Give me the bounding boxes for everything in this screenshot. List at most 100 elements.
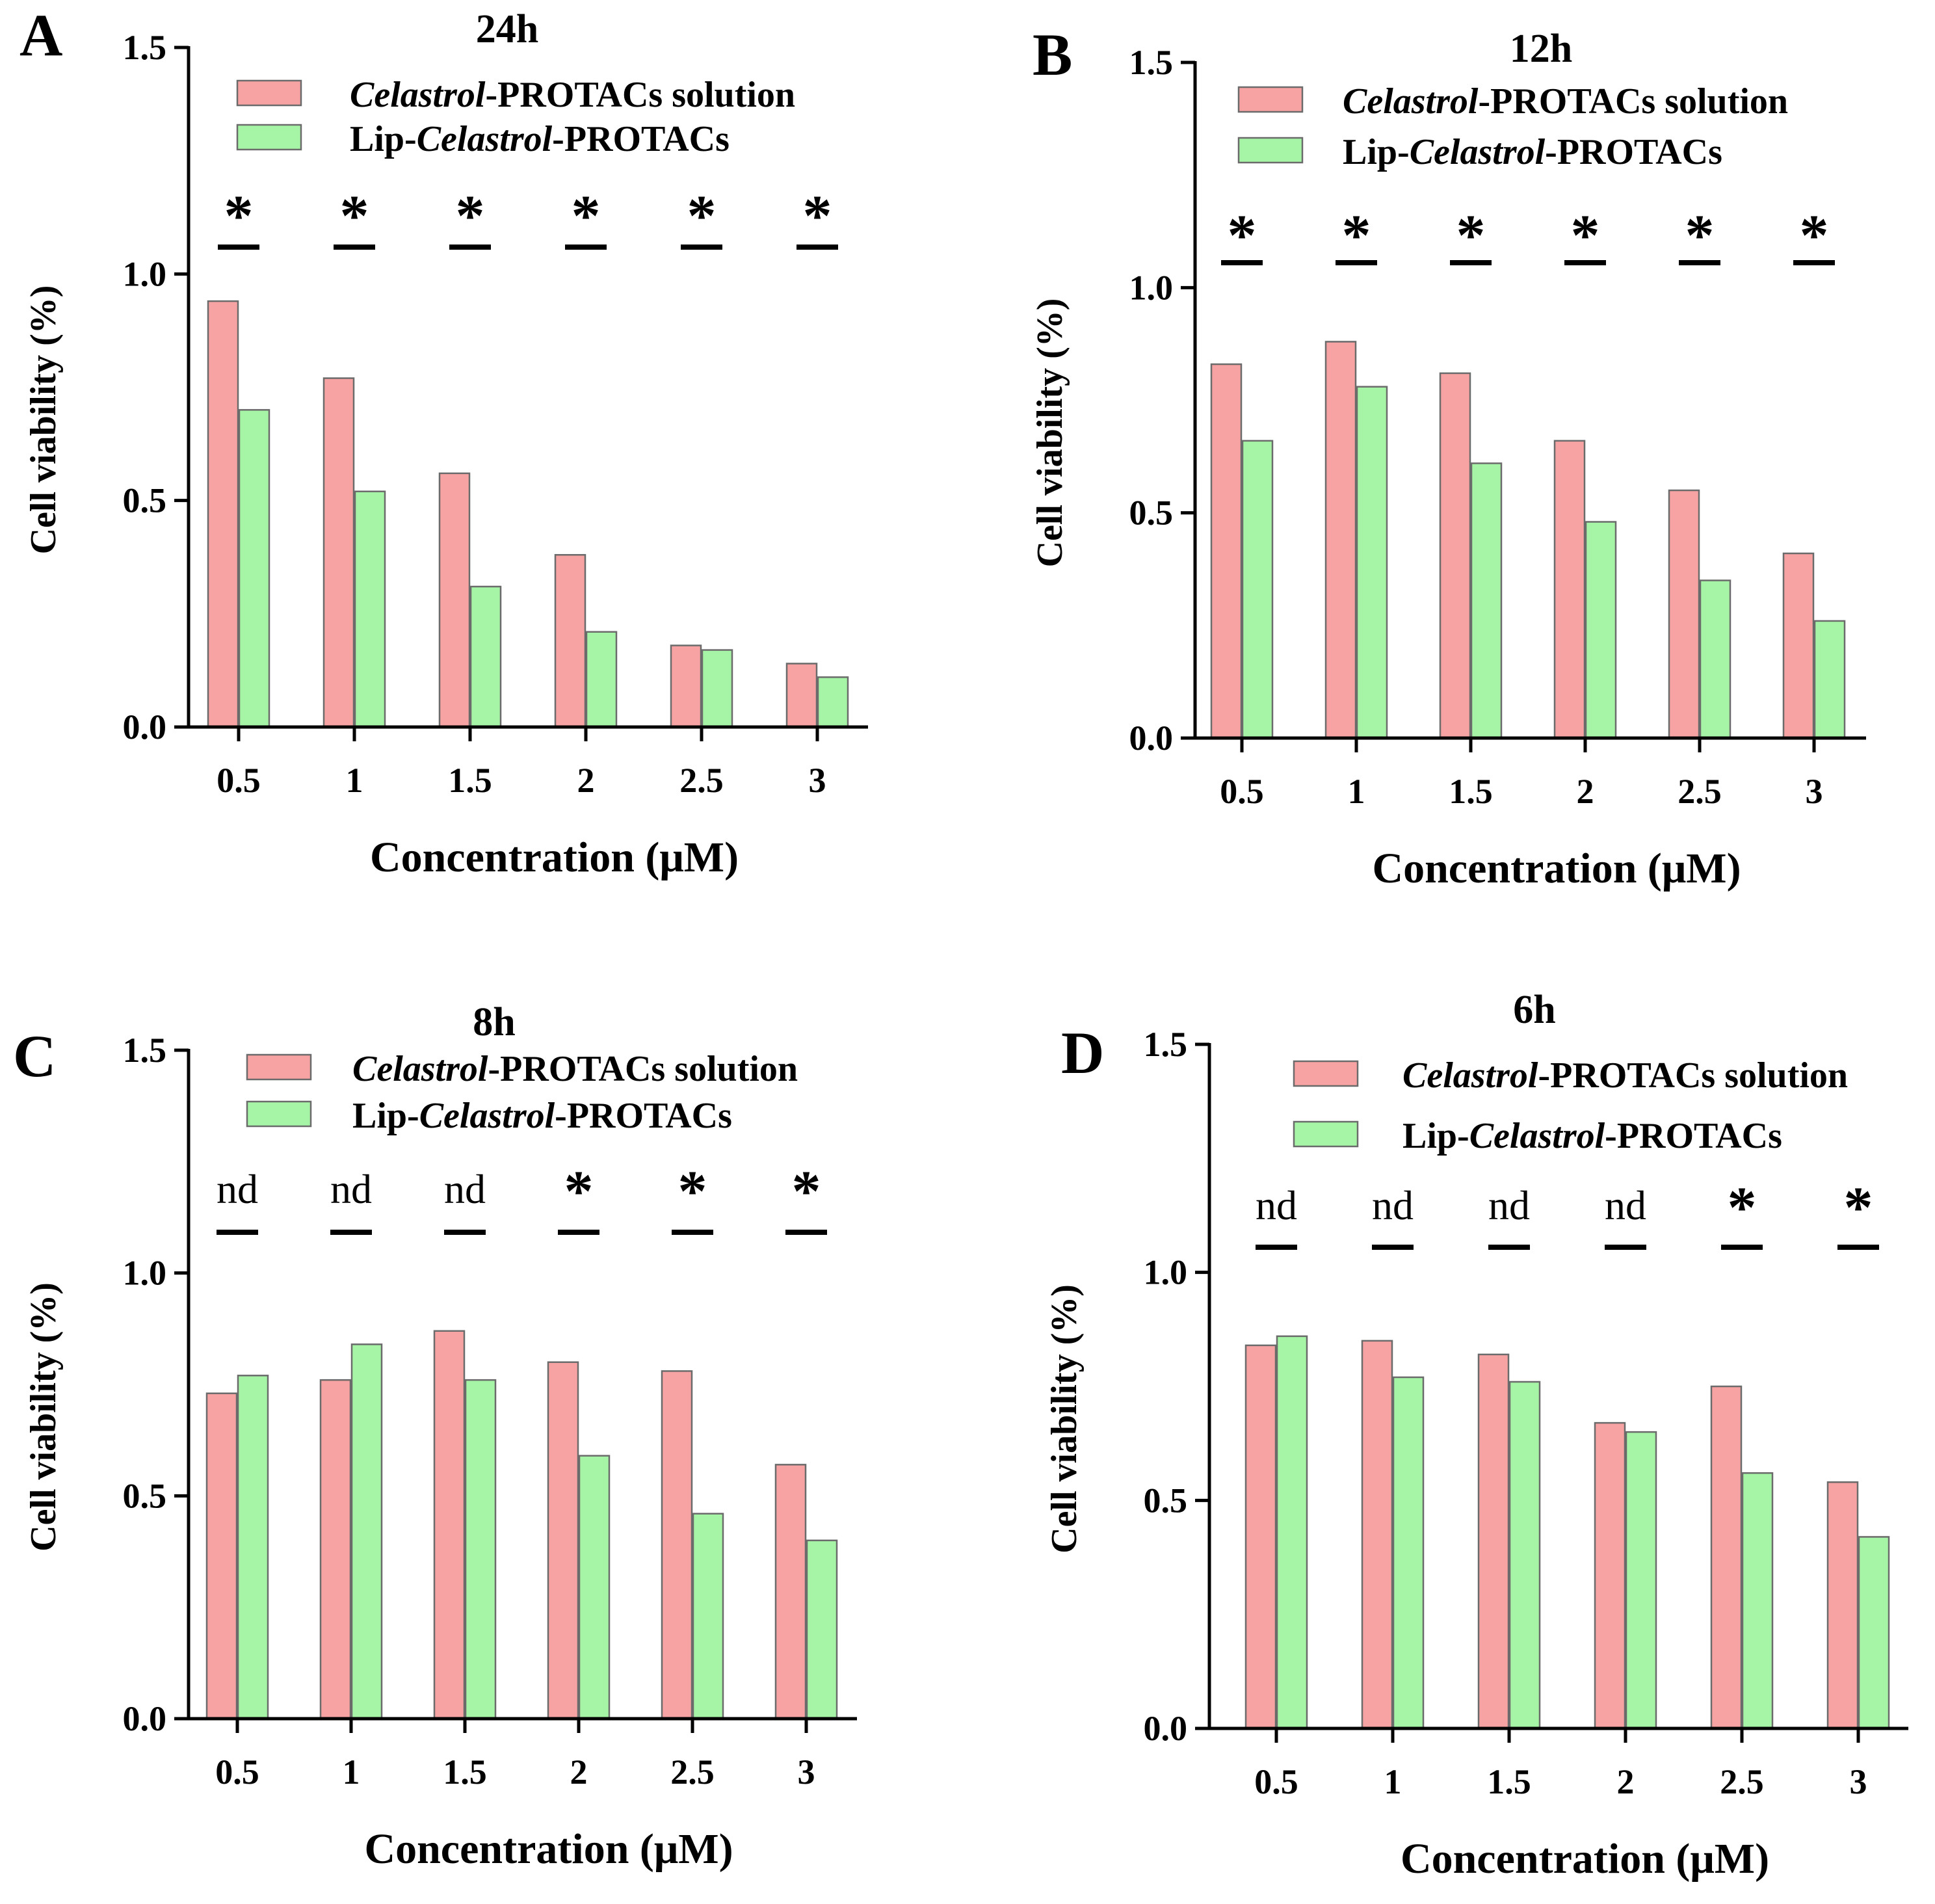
legend-label-lip: Lip-Celastrol-PROTACs: [1343, 132, 1722, 172]
legend-label-lip: Lip-Celastrol-PROTACs: [350, 119, 730, 159]
legend-label-prefix: Lip-: [350, 119, 417, 159]
x-tick-label: 0.5: [1254, 1762, 1298, 1801]
legend-label-rest: -PROTACs solution: [1538, 1055, 1848, 1096]
significance-mark: nd: [1256, 1182, 1297, 1228]
significance-mark: *: [224, 184, 254, 248]
bar-solution-1.5: [1477, 1353, 1510, 1730]
x-tick-label: 1: [1348, 772, 1365, 811]
x-tick-label: 2: [1617, 1762, 1635, 1801]
y-tick-label: 0.0: [123, 1699, 167, 1738]
bar-lip-1.5: [1470, 462, 1503, 739]
bar-solution-3: [774, 1464, 807, 1720]
legend-label-italic: Celastrol: [1469, 1116, 1605, 1156]
x-tick-label: 0.5: [215, 1752, 259, 1792]
y-tick-label: 1.0: [123, 254, 167, 293]
legend-label-italic: Celastrol: [419, 1096, 555, 1136]
bar-solution-0.5: [207, 300, 239, 728]
legend-label-rest: -PROTACs solution: [1478, 81, 1788, 122]
significance-mark: *: [1456, 204, 1486, 268]
y-axis-label: Cell viability (%): [23, 1282, 64, 1552]
legend: Celastrol-PROTACs solutionLip-Celastrol-…: [1237, 81, 1788, 172]
x-tick-label: 3: [1850, 1762, 1867, 1801]
bar-solution-0.5: [1244, 1344, 1277, 1730]
y-axis-label: Cell viability (%): [23, 285, 64, 555]
significance-mark: nd: [1488, 1182, 1530, 1228]
legend-label-solution: Celastrol-PROTACs solution: [1402, 1055, 1848, 1096]
bar-lip-2.5: [1741, 1472, 1774, 1730]
significance-mark: *: [564, 1159, 594, 1224]
legend-label-italic: Celastrol: [417, 119, 553, 159]
bar-lip-0.5: [1241, 440, 1274, 739]
bar-solution-2.5: [1668, 489, 1700, 739]
chart-title: 24h: [476, 7, 538, 51]
significance-mark: *: [340, 184, 369, 248]
chart-title: 12h: [1510, 27, 1572, 71]
bar-solution-0.5: [205, 1392, 238, 1720]
bar-solution-2: [1553, 440, 1586, 739]
y-tick-label: 1.5: [123, 28, 167, 67]
bar-lip-2: [585, 631, 618, 728]
bar-lip-2: [578, 1455, 611, 1720]
y-axis-label: Cell viability (%): [1044, 1284, 1085, 1554]
x-tick-label: 2: [1577, 772, 1594, 811]
bar-lip-1.5: [469, 585, 502, 728]
bar-lip-0.5: [1276, 1335, 1308, 1730]
y-tick-label: 1.0: [1129, 268, 1174, 307]
y-tick-label: 1.0: [123, 1254, 167, 1293]
x-tick-label: 1.5: [1487, 1762, 1531, 1801]
x-axis-label: Concentration (μM): [370, 834, 739, 881]
bar-lip-0.5: [238, 409, 270, 728]
legend-swatch-solution: [1237, 86, 1304, 113]
bar-solution-1: [322, 377, 355, 728]
legend-swatch-lip: [1293, 1120, 1359, 1148]
panel-b: B 12h 0.0 0.5 1.0 1.5 0.5 * 1 * 1.5 * 2 * 2.5 * 3 * Concen…: [1030, 21, 1866, 892]
legend-swatch-solution: [236, 79, 302, 107]
significance-mark: *: [687, 184, 717, 248]
x-axis-label: Concentration (μM): [364, 1825, 733, 1873]
bar-solution-1: [1324, 341, 1357, 739]
y-tick-label: 1.5: [123, 1031, 167, 1070]
bar-solution-2: [547, 1361, 579, 1720]
panel-d: D 6h 0.0 0.5 1.0 1.5 0.5 nd 1 nd 1.5 nd 2 nd 2.5 * 3 * Con…: [1044, 988, 1908, 1883]
significance-mark: *: [572, 184, 601, 248]
legend-swatch-lip: [236, 124, 302, 151]
x-tick-label: 2.5: [1720, 1762, 1764, 1801]
y-tick-label: 1.5: [1144, 1025, 1188, 1064]
x-tick-label: 1.5: [1449, 772, 1493, 811]
x-tick-label: 2: [570, 1752, 588, 1792]
significance-mark: *: [1844, 1176, 1873, 1240]
bar-solution-2.5: [670, 644, 702, 728]
x-tick-label: 1: [343, 1752, 360, 1792]
bar-solution-2: [554, 554, 586, 728]
panel-letter: B: [1033, 21, 1072, 88]
bar-lip-1: [1392, 1376, 1425, 1730]
significance-mark: *: [792, 1159, 821, 1224]
bar-lip-2: [1625, 1431, 1657, 1730]
chart-title: 6h: [1513, 988, 1555, 1032]
x-tick-label: 2.5: [679, 761, 724, 800]
significance-mark: *: [456, 184, 485, 248]
legend-label-prefix: Lip-: [1402, 1116, 1469, 1156]
legend-label-solution: Celastrol-PROTACs solution: [350, 75, 795, 115]
bar-solution-0.5: [1210, 363, 1243, 739]
x-tick-label: 0.5: [1220, 772, 1264, 811]
x-tick-label: 3: [809, 761, 826, 800]
bar-lip-3: [817, 676, 849, 728]
panel-letter: A: [20, 2, 62, 68]
panel-letter: D: [1061, 1020, 1104, 1086]
x-tick-label: 1.5: [443, 1752, 487, 1792]
bar-solution-2.5: [661, 1370, 693, 1720]
legend-label-rest: -PROTACs: [1605, 1116, 1782, 1156]
x-tick-label: 2.5: [1678, 772, 1722, 811]
bar-lip-2.5: [1699, 579, 1731, 739]
bar-lip-2: [1585, 521, 1617, 739]
bar-lip-2.5: [701, 649, 733, 728]
y-tick-label: 0.0: [123, 707, 167, 747]
legend-label-prefix: Lip-: [1343, 132, 1410, 172]
legend: Celastrol-PROTACs solutionLip-Celastrol-…: [1293, 1055, 1848, 1156]
bar-lip-1: [354, 490, 386, 728]
legend: Celastrol-PROTACs solutionLip-Celastrol-…: [246, 1049, 798, 1136]
legend-label-prefix: Lip-: [352, 1096, 419, 1136]
bar-lip-0.5: [237, 1375, 269, 1720]
